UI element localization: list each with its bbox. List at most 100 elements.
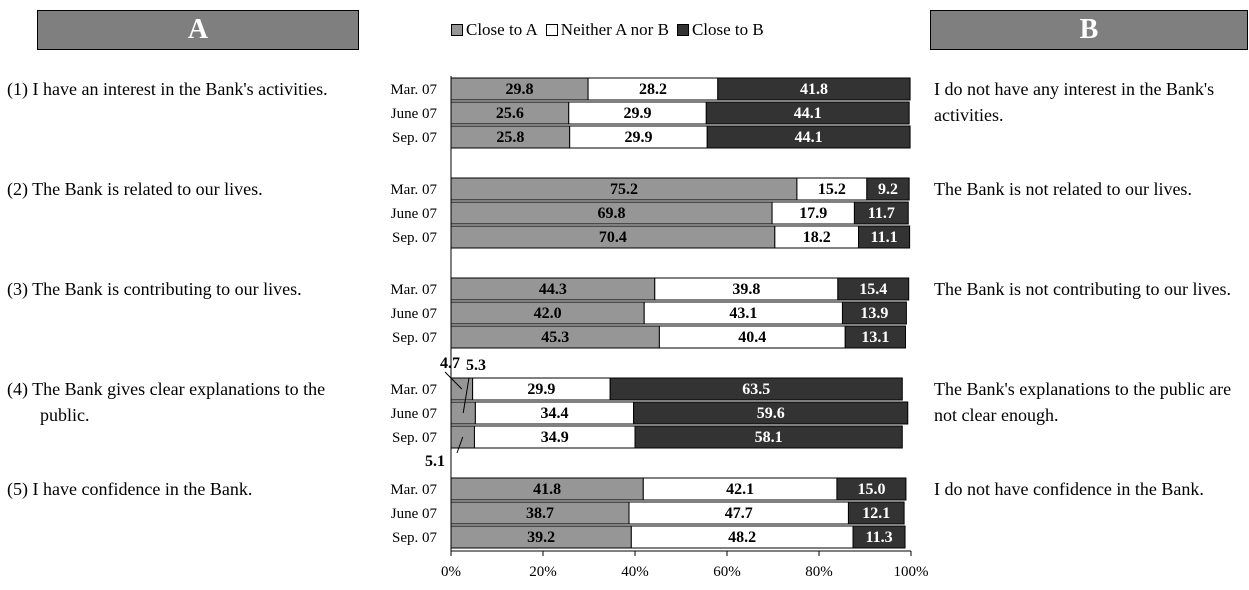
data-label: 13.1 — [861, 329, 889, 346]
legend-item-close-to-a: Close to A — [451, 20, 538, 40]
header-b-label: B — [1079, 14, 1099, 45]
data-label: 17.9 — [799, 205, 827, 222]
legend-swatch-neither — [545, 24, 558, 36]
row-label: Sep. 07 — [392, 130, 438, 146]
bar-segment — [847, 501, 905, 525]
data-label: 25.8 — [496, 129, 524, 146]
legend-label-neither: Neither A nor B — [560, 20, 669, 39]
data-label: 39.2 — [527, 529, 555, 546]
statement-a-5: (5) I have confidence in the Bank. — [7, 479, 253, 499]
data-label: 41.8 — [800, 81, 828, 98]
statement-b-2: The Bank is not related to our lives. — [934, 179, 1192, 199]
header-a-label: A — [187, 14, 209, 45]
statement-b-1: I do not have any interest in the Bank's… — [934, 79, 1215, 125]
statement-b-4: The Bank's explanations to the public ar… — [934, 379, 1232, 425]
header-b: B — [930, 10, 1248, 50]
data-label: 44.3 — [539, 281, 567, 298]
bar-segment — [853, 201, 909, 225]
data-label: 69.8 — [598, 205, 626, 222]
data-label: 34.9 — [541, 429, 569, 446]
row-label: Sep. 07 — [392, 430, 438, 446]
data-label: 48.2 — [728, 529, 756, 546]
data-label: 34.4 — [541, 405, 569, 422]
bar-segment — [836, 477, 907, 501]
callout-line — [444, 371, 463, 390]
legend-label-close-to-b: Close to B — [691, 20, 764, 39]
bar-segment — [866, 177, 910, 201]
statement-a-2: (2) The Bank is related to our lives. — [7, 179, 263, 199]
bar-segment — [609, 377, 903, 401]
data-label: 28.2 — [639, 81, 667, 98]
data-label: 70.4 — [599, 229, 627, 246]
statement-a-1: (1) I have an interest in the Bank's act… — [7, 79, 328, 99]
x-tick-label: 0% — [441, 564, 461, 580]
row-label: Sep. 07 — [392, 530, 438, 546]
data-label: 43.1 — [729, 305, 757, 322]
data-label: 29.9 — [527, 381, 555, 398]
header-a: A — [37, 10, 359, 50]
callout-line — [462, 377, 470, 414]
bar-segment — [634, 425, 903, 449]
row-label: June 07 — [391, 506, 438, 522]
row-label: June 07 — [391, 306, 438, 322]
bar-segment — [717, 77, 911, 101]
data-label: 15.4 — [859, 281, 887, 298]
row-label: Mar. 07 — [390, 82, 437, 98]
data-label: 15.0 — [857, 481, 885, 498]
data-label: 42.0 — [534, 305, 562, 322]
legend-label-close-to-a: Close to A — [466, 20, 538, 39]
row-label: Mar. 07 — [390, 282, 437, 298]
x-tick-label: 40% — [621, 564, 649, 580]
statement-a-3: (3) The Bank is contributing to our live… — [7, 279, 302, 299]
bar-segment — [633, 401, 909, 425]
row-label: June 07 — [391, 406, 438, 422]
callout-line — [456, 436, 464, 454]
data-label: 45.3 — [541, 329, 569, 346]
row-label: Mar. 07 — [390, 382, 437, 398]
data-label: 63.5 — [742, 381, 770, 398]
bar-segment — [706, 125, 911, 149]
statement-b-5: I do not have confidence in the Bank. — [934, 479, 1204, 499]
row-label: June 07 — [391, 106, 438, 122]
bar-segment — [705, 101, 910, 125]
data-label: 15.2 — [818, 181, 846, 198]
data-label: 25.6 — [496, 105, 524, 122]
data-label: 58.1 — [755, 429, 783, 446]
bar-segment — [852, 525, 906, 549]
bar-segment — [841, 301, 907, 325]
data-label: 29.9 — [624, 105, 652, 122]
data-label: 39.8 — [732, 281, 760, 298]
data-label: 29.9 — [624, 129, 652, 146]
legend-swatch-close-to-b — [676, 24, 689, 36]
bar-segment — [837, 277, 910, 301]
row-label: Mar. 07 — [390, 182, 437, 198]
callout-label: 4.7 — [440, 355, 460, 372]
callout-label: 5.3 — [466, 357, 486, 374]
data-label: 38.7 — [526, 505, 554, 522]
legend-item-neither: Neither A nor B — [545, 20, 669, 40]
data-label: 44.1 — [794, 105, 822, 122]
bar-segment — [844, 325, 906, 349]
data-label: 29.8 — [506, 81, 534, 98]
legend-item-close-to-b: Close to B — [676, 20, 764, 40]
data-label: 13.9 — [860, 305, 888, 322]
data-label: 12.1 — [862, 505, 890, 522]
data-label: 41.8 — [533, 481, 561, 498]
x-tick-label: 20% — [529, 564, 557, 580]
x-tick-label: 100% — [894, 564, 929, 580]
legend-swatch-close-to-a — [451, 24, 463, 36]
row-label: Mar. 07 — [390, 482, 437, 498]
data-label: 11.1 — [871, 229, 898, 246]
x-tick-label: 60% — [713, 564, 741, 580]
data-label: 47.7 — [725, 505, 753, 522]
data-label: 11.7 — [868, 205, 895, 222]
row-label: Sep. 07 — [392, 330, 438, 346]
statement-b-3: The Bank is not contributing to our live… — [934, 279, 1231, 299]
callout-label: 5.1 — [425, 453, 445, 470]
chart-legend: Close to A Neither A nor B Close to B — [451, 20, 772, 40]
data-label: 40.4 — [738, 329, 766, 346]
data-label: 75.2 — [610, 181, 638, 198]
data-label: 18.2 — [803, 229, 831, 246]
data-label: 9.2 — [878, 181, 898, 198]
